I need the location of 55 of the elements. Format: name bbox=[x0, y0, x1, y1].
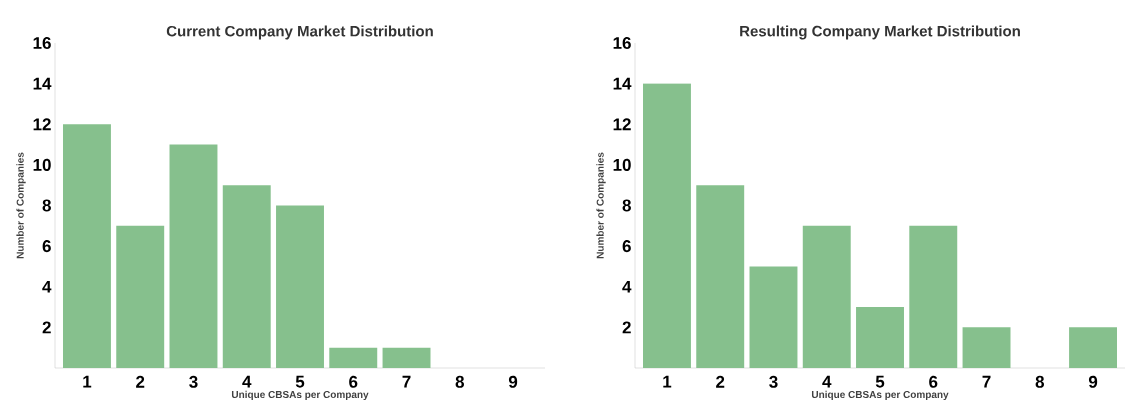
x-tick-label: 2 bbox=[716, 375, 725, 388]
bar bbox=[962, 327, 1011, 368]
y-tick-label: 14 bbox=[33, 77, 52, 90]
y-tick-label: 8 bbox=[622, 199, 631, 212]
x-tick-label: 1 bbox=[83, 375, 92, 388]
x-tick-label: 6 bbox=[349, 375, 358, 388]
x-tick-label: 3 bbox=[189, 375, 198, 388]
bar bbox=[276, 205, 324, 368]
chart-title: Current Company Market Distribution bbox=[166, 25, 433, 40]
bar bbox=[696, 185, 745, 368]
x-tick-label: 1 bbox=[663, 375, 672, 388]
bar bbox=[62, 124, 111, 368]
y-tick-label: 16 bbox=[33, 36, 51, 50]
x-tick-label: 2 bbox=[136, 375, 145, 388]
y-tick-label: 12 bbox=[613, 118, 631, 131]
x-tick-label: 3 bbox=[769, 375, 778, 388]
y-axis-title: Number of Companies bbox=[596, 152, 606, 259]
x-tick-label: 8 bbox=[1035, 375, 1045, 388]
x-tick-label: 7 bbox=[982, 375, 991, 388]
y-tick-label: 2 bbox=[622, 321, 631, 334]
x-tick-label: 7 bbox=[402, 375, 411, 388]
x-tick-label: 9 bbox=[1088, 375, 1098, 388]
x-tick-label: 5 bbox=[875, 375, 885, 388]
y-tick-label: 10 bbox=[33, 158, 51, 171]
x-tick-label: 9 bbox=[508, 375, 518, 388]
y-tick-label: 16 bbox=[613, 36, 631, 50]
chart-title: Resulting Company Market Distribution bbox=[740, 25, 1020, 40]
bar bbox=[909, 225, 958, 368]
bar bbox=[169, 144, 218, 368]
y-tick-label: 4 bbox=[42, 280, 52, 293]
y-tick-label: 4 bbox=[622, 280, 632, 293]
bar bbox=[222, 185, 271, 368]
y-tick-label: 14 bbox=[613, 77, 632, 90]
bar bbox=[802, 225, 851, 368]
x-tick-label: 4 bbox=[822, 375, 832, 388]
y-tick-label: 12 bbox=[33, 118, 51, 131]
y-tick-label: 8 bbox=[42, 199, 51, 212]
bar bbox=[382, 347, 431, 368]
x-tick-label: 8 bbox=[455, 375, 464, 388]
bar bbox=[856, 307, 904, 368]
y-tick-label: 10 bbox=[613, 158, 631, 171]
bar bbox=[329, 347, 378, 368]
x-axis-title: Unique CBSAs per Company bbox=[231, 390, 369, 401]
bar bbox=[642, 83, 691, 368]
y-axis-title: Number of Companies bbox=[16, 152, 26, 259]
bar bbox=[749, 266, 798, 368]
y-tick-label: 2 bbox=[42, 321, 51, 334]
x-tick-label: 4 bbox=[242, 375, 252, 388]
x-tick-label: 5 bbox=[295, 375, 305, 388]
x-axis-title: Unique CBSAs per Company bbox=[811, 390, 949, 401]
y-tick-label: 6 bbox=[622, 240, 631, 253]
bar bbox=[1069, 327, 1118, 368]
bar bbox=[116, 225, 165, 368]
y-tick-label: 6 bbox=[42, 240, 51, 253]
x-tick-label: 6 bbox=[929, 375, 938, 388]
